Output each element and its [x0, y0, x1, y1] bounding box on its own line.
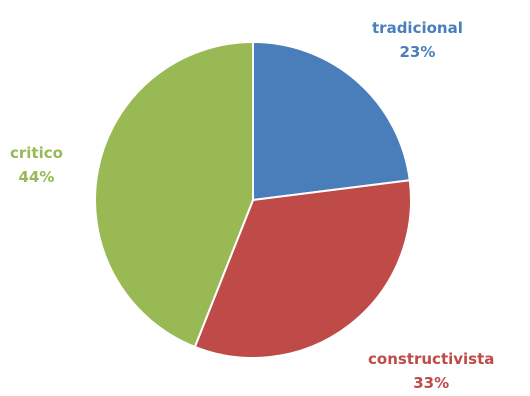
slice-category-constructivista: constructivista — [368, 350, 495, 368]
pie-slice-constructivista — [193, 179, 412, 359]
slice-value-critico: 44% — [18, 168, 55, 186]
slice-category-critico: critico — [10, 144, 63, 162]
slice-value-tradicional: 23% — [399, 43, 436, 61]
slice-label-constructivista: constructivista 33% — [368, 347, 494, 395]
slice-category-tradicional: tradicional — [372, 19, 463, 37]
slice-label-critico: critico 44% — [10, 141, 63, 189]
pie-slice-tradicional — [252, 41, 411, 201]
slice-label-tradicional: tradicional 23% — [372, 16, 463, 64]
slice-value-constructivista: 33% — [413, 374, 450, 392]
pie-slice-critico — [94, 41, 254, 348]
